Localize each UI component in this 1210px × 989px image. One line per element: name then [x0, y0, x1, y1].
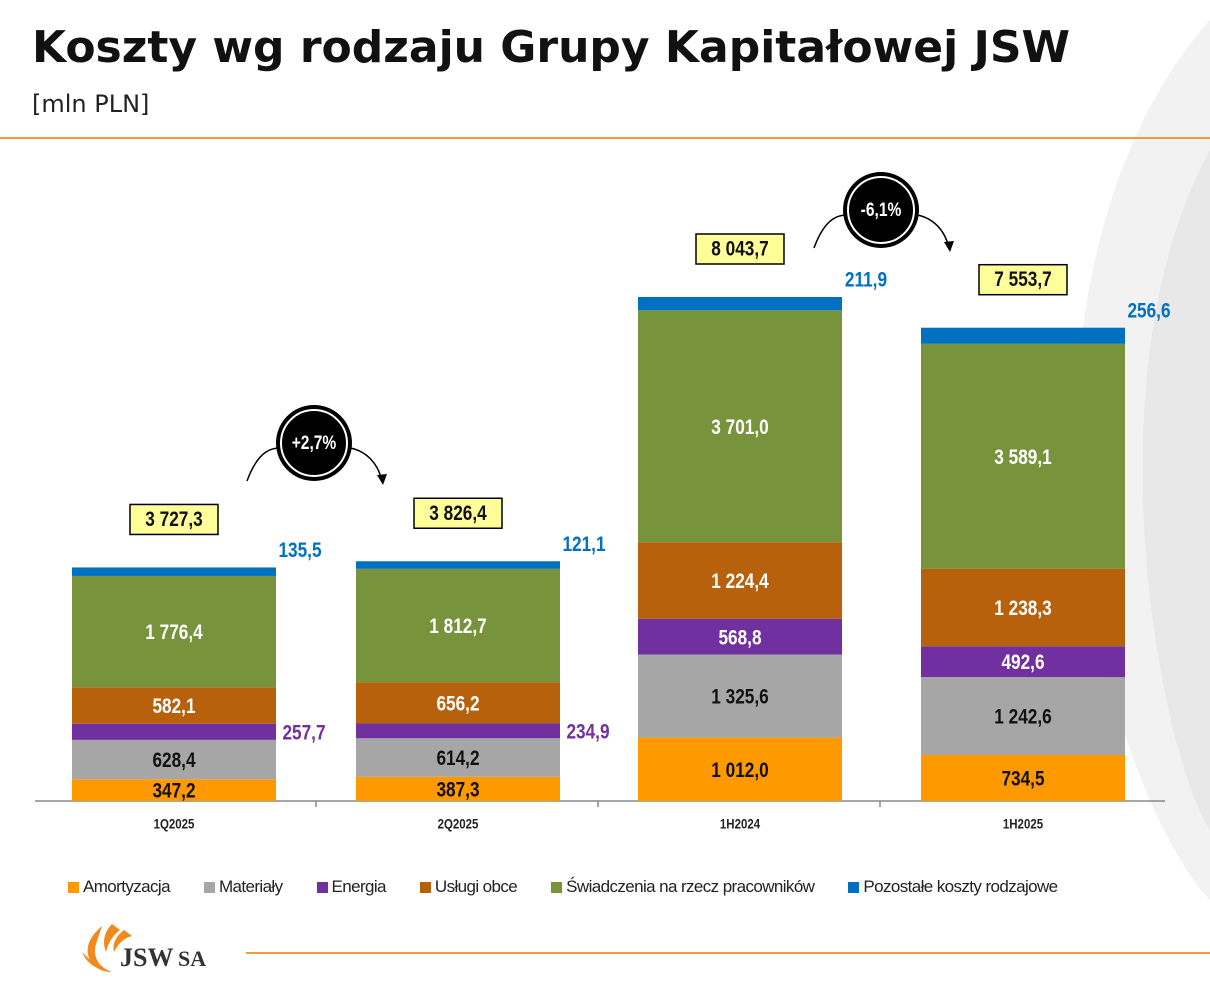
bar-segment-usługi-obce [638, 542, 842, 619]
footer-divider [246, 952, 1210, 954]
data-label: 492,6 [1001, 652, 1044, 675]
change-arrow [349, 447, 383, 482]
bar-segment-materiały [72, 739, 276, 780]
bar-segment-materiały [356, 738, 560, 777]
jsw-logo: JSW SA [80, 922, 220, 979]
bar-segment-usługi-obce [921, 568, 1125, 647]
data-label: 1 812,7 [429, 616, 486, 639]
category-label: 2Q2025 [438, 816, 479, 832]
bar-segment-amortyzacja [72, 779, 276, 801]
data-label: 1 242,6 [994, 706, 1051, 729]
data-label: 347,2 [152, 780, 195, 803]
legend-swatch [848, 881, 860, 893]
legend-swatch [68, 881, 79, 893]
data-label: 628,4 [152, 750, 195, 773]
legend-swatch [316, 881, 328, 893]
change-badge-ring [847, 176, 915, 244]
legend-item: Materiały [203, 877, 283, 897]
total-box [695, 233, 785, 265]
legend-label: Pozostałe koszty rodzajowe [863, 877, 1058, 896]
legend-item: Energia [316, 877, 387, 897]
data-label: 614,2 [436, 748, 479, 771]
change-label: +2,7% [292, 432, 337, 454]
category-label: 1Q2025 [154, 816, 195, 832]
total-box [129, 503, 219, 536]
data-label: 582,1 [152, 696, 195, 719]
bar-segment-materiały [638, 654, 842, 738]
legend-swatch [203, 881, 215, 893]
bar-segment-świadczenia-na-rzecz-pracowników [72, 575, 276, 688]
change-badge-ring [280, 409, 348, 477]
legend-label: Energia [331, 877, 387, 896]
data-label: 1 238,3 [994, 598, 1051, 621]
bar-segment-materiały [921, 677, 1125, 755]
chart-legend: Amortyzacja Materiały Energia Usługi obce Św… [68, 877, 1058, 897]
bar-segment-energia [638, 618, 842, 655]
page-subtitle: [mln PLN] [32, 90, 150, 118]
data-label-outside: 135,5 [278, 540, 321, 563]
legend-item: Usługi obce [419, 877, 518, 897]
bar-segment-energia [921, 646, 1125, 678]
legend-label: Świadczenia na rzecz pracowników [566, 877, 815, 896]
data-label-outside: 256,6 [1127, 300, 1170, 323]
bar-segment-energia [356, 723, 560, 739]
data-label: 3 589,1 [994, 446, 1052, 469]
change-arrow [813, 214, 848, 249]
total-label: 3 826,4 [429, 502, 487, 525]
bar-segment-świadczenia-na-rzecz-pracowników [356, 568, 560, 683]
total-box [978, 263, 1068, 296]
data-label: 1 325,6 [711, 686, 768, 709]
change-badge [276, 405, 352, 481]
data-label-outside: 121,1 [562, 533, 605, 556]
change-arrow [246, 447, 281, 482]
change-label: -6,1% [861, 199, 902, 221]
bar-segment-amortyzacja [638, 737, 842, 801]
legend-label: Materiały [218, 877, 283, 896]
bar-segment-pozostałe-koszty-rodzajowe [638, 297, 842, 311]
legend-swatch [419, 881, 431, 893]
data-label: 568,8 [718, 627, 761, 650]
data-label: 1 012,0 [711, 759, 768, 782]
bar-segment-usługi-obce [72, 687, 276, 724]
arrowhead-icon [377, 474, 387, 485]
svg-text:JSW: JSW [120, 943, 173, 972]
bar-segment-pozostałe-koszty-rodzajowe [921, 327, 1125, 344]
arrowhead-icon [944, 241, 954, 252]
header-divider [0, 137, 1210, 139]
data-label: 3 701,0 [711, 416, 768, 439]
svg-text:SA: SA [178, 946, 206, 971]
legend-label: Amortyzacja [83, 877, 171, 896]
data-label: 1 776,4 [145, 622, 203, 645]
bar-segment-usługi-obce [356, 682, 560, 724]
bar-segment-pozostałe-koszty-rodzajowe [72, 567, 276, 576]
data-label-outside: 257,7 [282, 722, 325, 745]
data-label: 1 224,4 [711, 571, 769, 594]
total-label: 8 043,7 [711, 238, 768, 261]
data-label-outside: 234,9 [566, 721, 609, 744]
category-label: 1H2025 [1003, 816, 1043, 832]
data-label-outside: 211,9 [845, 269, 887, 292]
bar-segment-świadczenia-na-rzecz-pracowników [921, 343, 1125, 569]
bar-segment-energia [72, 723, 276, 740]
change-arrow [916, 214, 950, 249]
legend-label: Usługi obce [434, 877, 518, 896]
total-label: 3 727,3 [145, 509, 202, 532]
page-title: Koszty wg rodzaju Grupy Kapitałowej JSW [32, 22, 1071, 73]
data-label: 387,3 [436, 779, 479, 802]
legend-swatch [551, 881, 563, 893]
bar-segment-amortyzacja [921, 754, 1125, 801]
total-box [413, 497, 503, 529]
data-label: 734,5 [1001, 768, 1044, 791]
legend-item: Świadczenia na rzecz pracowników [551, 877, 815, 897]
bar-segment-pozostałe-koszty-rodzajowe [356, 561, 560, 569]
change-badge [843, 172, 919, 248]
data-label: 656,2 [436, 693, 479, 716]
legend-item: Amortyzacja [68, 877, 171, 897]
category-label: 1H2024 [720, 816, 761, 832]
bar-segment-świadczenia-na-rzecz-pracowników [638, 310, 842, 543]
bar-segment-amortyzacja [356, 776, 560, 801]
total-label: 7 553,7 [994, 269, 1051, 292]
legend-item: Pozostałe koszty rodzajowe [848, 877, 1058, 897]
